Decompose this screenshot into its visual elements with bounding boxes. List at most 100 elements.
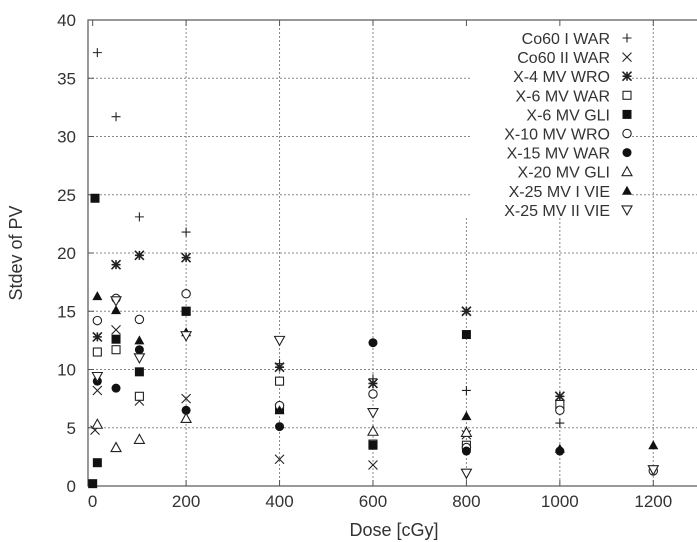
- y-tick-label: 25: [57, 186, 76, 205]
- legend-item-x-4-mv-wro: X-4 MV WRO: [513, 69, 633, 86]
- data-point: [134, 314, 145, 325]
- legend-label: Co60 I WAR: [522, 31, 610, 48]
- legend-marker: [622, 185, 632, 195]
- legend-marker: [622, 52, 632, 62]
- data-point: [111, 383, 121, 393]
- legend-label: X-20 MV GLI: [518, 165, 610, 182]
- y-axis-label: Stdev of PV: [6, 205, 26, 300]
- data-point: [110, 441, 122, 453]
- data-point: [461, 411, 472, 421]
- axis-ticks: 0 200 400 600 800 1000 1200 0 5 10 15 20 25 30 35 40: [57, 11, 672, 511]
- legend-label: X-25 MV I VIE: [509, 184, 610, 201]
- data-point: [461, 306, 472, 317]
- series-x-25-mv-ii-vie: [91, 296, 660, 480]
- legend-label: Co60 II WAR: [517, 50, 610, 67]
- legend-marker: [621, 205, 633, 217]
- legend-marker: [622, 90, 632, 100]
- data-point: [367, 408, 379, 419]
- data-point: [181, 252, 192, 263]
- data-point: [461, 330, 471, 340]
- series-co60-i-war: [92, 48, 565, 428]
- legend-marker: [622, 128, 632, 139]
- legend: Co60 I WAR Co60 II WAR X-4 MV WRO X-6 MV WA…: [470, 26, 633, 220]
- legend-item-x-10-mv-wro: X-10 MV WRO: [504, 127, 632, 144]
- data-point: [111, 112, 121, 122]
- data-point: [274, 362, 285, 373]
- legend-item-x-6-mv-war: X-6 MV WAR: [515, 88, 632, 105]
- x-tick-label: 400: [265, 492, 293, 511]
- legend-label: X-6 MV WAR: [515, 88, 610, 105]
- series-co60-ii-war: [90, 325, 565, 470]
- data-point: [111, 305, 122, 315]
- data-point: [181, 227, 191, 237]
- data-point: [111, 325, 121, 335]
- data-points: [88, 48, 660, 489]
- data-point: [90, 193, 100, 203]
- legend-label: X-6 MV GLI: [526, 107, 610, 124]
- data-point: [91, 418, 104, 429]
- data-point: [110, 296, 122, 307]
- data-point: [134, 212, 144, 222]
- legend-item-x-15-mv-war: X-15 MV WAR: [507, 146, 632, 163]
- data-point: [111, 345, 121, 355]
- data-point: [461, 446, 471, 456]
- legend-marker: [622, 148, 632, 158]
- data-point: [368, 460, 378, 470]
- data-point: [181, 289, 191, 299]
- data-point: [368, 389, 378, 399]
- data-point: [92, 385, 103, 396]
- legend-marker: [621, 165, 633, 177]
- data-point: [181, 405, 191, 415]
- data-point: [134, 250, 145, 261]
- legend-label: X-4 MV WRO: [513, 69, 610, 86]
- data-point: [647, 465, 660, 476]
- legend-item-x-20-mv-gli: X-20 MV GLI: [518, 165, 633, 182]
- data-point: [460, 468, 473, 480]
- data-point: [134, 335, 145, 345]
- x-tick-label: 800: [452, 492, 480, 511]
- x-tick-label: 200: [172, 492, 200, 511]
- data-point: [275, 422, 285, 432]
- legend-item-x-6-mv-gli: X-6 MV GLI: [526, 107, 632, 124]
- data-point: [134, 391, 144, 401]
- data-point: [92, 315, 103, 326]
- legend-marker: [622, 109, 632, 119]
- series-x-15-mv-war: [92, 338, 565, 456]
- y-tick-label: 35: [57, 69, 76, 88]
- legend-marker: [622, 33, 632, 43]
- x-tick-label: 600: [359, 492, 387, 511]
- legend-item-x-25-mv-ii-vie: X-25 MV II VIE: [504, 203, 633, 220]
- y-tick-label: 5: [67, 419, 76, 438]
- legend-background: [470, 26, 632, 218]
- y-tick-label: 20: [57, 244, 76, 263]
- data-point: [368, 338, 378, 348]
- legend-marker: [621, 71, 633, 82]
- data-point: [460, 426, 473, 437]
- data-point: [180, 412, 193, 423]
- data-point: [274, 376, 285, 386]
- data-point: [92, 48, 102, 58]
- y-tick-label: 10: [57, 361, 76, 380]
- data-point: [92, 347, 102, 357]
- legend-label: X-10 MV WRO: [504, 127, 610, 144]
- data-point: [181, 306, 191, 316]
- series-x-4-mv-wro: [92, 250, 565, 402]
- data-point: [180, 331, 193, 342]
- data-point: [367, 378, 379, 389]
- data-point: [555, 405, 565, 416]
- x-axis-label: Dose [cGy]: [349, 520, 438, 540]
- data-point: [554, 443, 565, 453]
- data-point: [273, 335, 286, 347]
- data-point: [368, 440, 378, 450]
- legend-label: X-15 MV WAR: [507, 146, 610, 163]
- data-point: [274, 405, 285, 415]
- data-point: [92, 331, 103, 342]
- legend-item-co60-ii-war: Co60 II WAR: [517, 50, 632, 67]
- y-tick-label: 15: [57, 302, 76, 321]
- data-point: [91, 371, 104, 383]
- data-point: [555, 418, 565, 428]
- data-point: [554, 391, 565, 402]
- data-point: [133, 353, 146, 364]
- legend-item-x-25-mv-i-vie: X-25 MV I VIE: [509, 184, 632, 201]
- data-point: [648, 440, 659, 450]
